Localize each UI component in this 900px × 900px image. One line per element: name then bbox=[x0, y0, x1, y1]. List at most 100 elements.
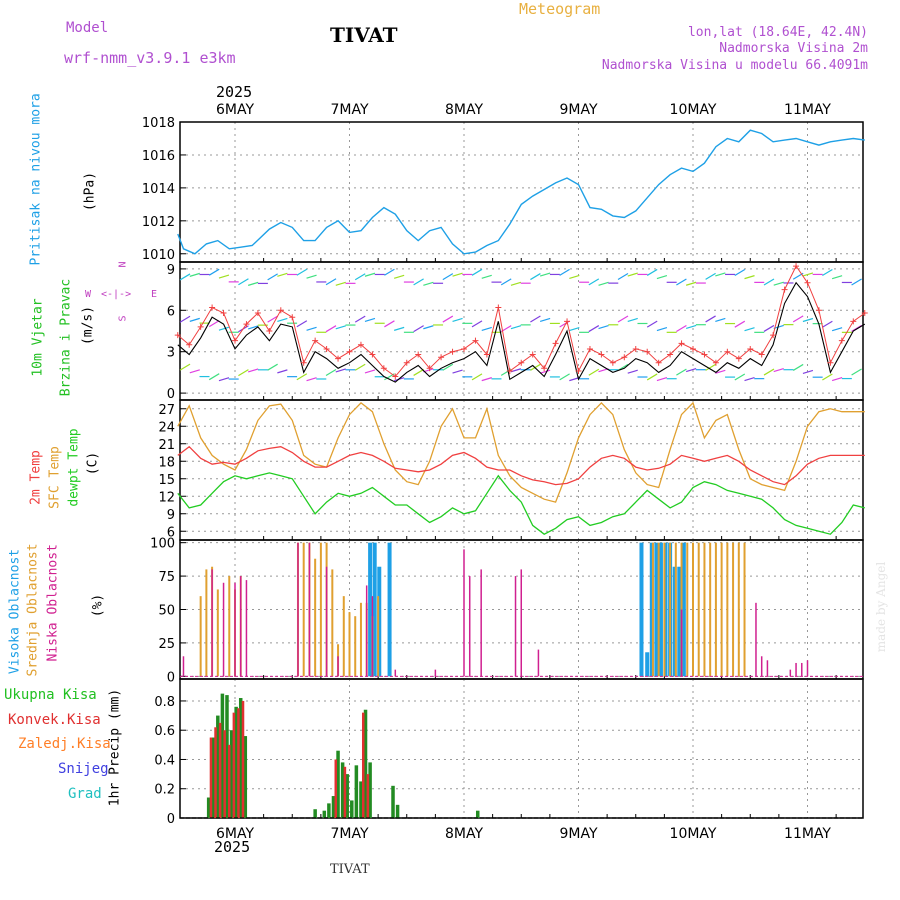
cloud-bar-low bbox=[211, 569, 213, 677]
wind-gust-marker bbox=[609, 359, 616, 366]
cloud-bar-high bbox=[658, 542, 663, 677]
wind-direction-arrow bbox=[646, 320, 658, 328]
wind-speed-line bbox=[177, 281, 866, 383]
precip-bar-ukupna-kisa bbox=[327, 803, 331, 818]
wind-direction-arrow bbox=[452, 369, 463, 374]
wind-direction-arrow bbox=[510, 281, 522, 286]
wind-gust-marker bbox=[781, 286, 788, 293]
wind-gust-marker bbox=[586, 345, 593, 352]
cloud-bar-mid bbox=[680, 542, 683, 677]
cloud-bar-mid bbox=[205, 569, 208, 677]
wind-direction-arrow bbox=[423, 325, 434, 330]
compass-w: W bbox=[85, 289, 92, 300]
wind-direction-arrow bbox=[189, 369, 200, 374]
wind-direction-arrow bbox=[452, 317, 463, 323]
top-day-label: 8MAY bbox=[445, 102, 483, 118]
legend-freezing-rain: Zaledj.Kisa bbox=[18, 736, 111, 752]
model-name: wrf-nmm_v3.9.1 e3km bbox=[64, 49, 236, 67]
cloud-bar-mid bbox=[697, 542, 700, 677]
precip-bar-ukupna-kisa bbox=[395, 804, 400, 818]
wind-direction-arrow bbox=[744, 377, 755, 382]
y-tick-label: 25 bbox=[158, 637, 175, 652]
wind-gust-marker bbox=[186, 341, 193, 348]
wind-direction-arrow bbox=[598, 368, 609, 373]
cloud-bar-low bbox=[468, 576, 471, 677]
cloud-bar-low bbox=[371, 596, 374, 677]
wind-direction-arrow bbox=[208, 268, 220, 276]
panel-frame-pressure bbox=[179, 121, 864, 263]
bottom-day-label: 10MAY bbox=[670, 826, 717, 842]
precip-bar-konvek-kisa bbox=[228, 744, 231, 818]
wind-direction-arrow bbox=[569, 274, 580, 280]
wind-gust-marker bbox=[575, 368, 582, 375]
cloud-ylabel: Visoka Oblacnost bbox=[7, 548, 23, 675]
wind-gust-line bbox=[177, 265, 866, 378]
precip-bar-ukupna-kisa bbox=[359, 781, 363, 818]
wind-direction-arrow bbox=[763, 368, 775, 376]
cloud-bar-low bbox=[755, 602, 757, 677]
wind-direction-arrow bbox=[822, 320, 833, 328]
sfc-temp-line bbox=[177, 401, 865, 503]
cloud-bar-low bbox=[245, 580, 248, 677]
wind-gust-marker bbox=[220, 310, 227, 317]
cloud-bar-low bbox=[480, 569, 482, 677]
compass-s: S bbox=[117, 315, 129, 322]
wind-direction-arrow bbox=[296, 320, 308, 328]
wind-unit: (m/s) bbox=[80, 305, 96, 346]
wind-direction-arrow bbox=[559, 373, 570, 381]
wind-direction-arrow bbox=[802, 369, 814, 374]
wind-direction-arrow bbox=[413, 368, 424, 376]
precip-bar-ukupna-kisa bbox=[350, 800, 354, 818]
wind-direction-arrow bbox=[559, 268, 570, 276]
wind-direction-arrow bbox=[364, 272, 376, 277]
wind-direction-arrow bbox=[734, 268, 746, 276]
wind-direction-arrow bbox=[179, 273, 191, 281]
temp-2m-line bbox=[177, 445, 865, 486]
wind-direction-arrow bbox=[384, 373, 395, 381]
top-day-label: 6MAY bbox=[216, 102, 254, 118]
wind-direction-arrow bbox=[238, 369, 249, 377]
panel-frame-wind bbox=[179, 261, 864, 401]
cloud-bar-mid bbox=[319, 542, 322, 677]
cloud-bar-mid bbox=[669, 542, 672, 677]
precip-bar-ukupna-kisa bbox=[336, 750, 340, 818]
wind-gust-marker bbox=[232, 337, 238, 344]
wind-direction-arrow bbox=[218, 377, 230, 382]
top-day-label: 11MAY bbox=[784, 102, 831, 118]
precip-bar-ukupna-kisa bbox=[391, 785, 395, 818]
cloud-bar-low bbox=[297, 542, 299, 677]
wind-direction-arrow bbox=[306, 377, 317, 382]
wind-direction-arrow bbox=[715, 317, 726, 323]
pressure-line bbox=[177, 129, 865, 255]
cloud-bar-mid bbox=[651, 542, 654, 677]
cloud-bar-mid bbox=[308, 542, 311, 677]
wind-direction-arrow bbox=[685, 324, 697, 330]
elevation-label: Nadmorska Visina 2m bbox=[719, 41, 868, 56]
panel-frame-temperature bbox=[179, 399, 864, 541]
cloud-bar-mid bbox=[732, 542, 735, 677]
wind-gust-marker bbox=[209, 304, 216, 311]
wind-direction-arrow bbox=[423, 281, 434, 286]
cloud-bar-low bbox=[434, 669, 437, 677]
cloud-bar-low bbox=[514, 576, 517, 677]
wind-direction-arrow bbox=[325, 278, 337, 286]
wind-direction-arrow bbox=[325, 325, 337, 333]
wind-direction-arrow bbox=[705, 315, 716, 323]
wind-direction-arrow bbox=[393, 326, 405, 331]
cloud-bar-mid bbox=[302, 542, 305, 677]
y-tick-label: 0 bbox=[167, 387, 175, 402]
wind-direction-arrow bbox=[792, 272, 804, 280]
wind-direction-arrow bbox=[617, 272, 629, 280]
wind-gust-marker bbox=[690, 345, 696, 352]
wind-direction-arrow bbox=[763, 324, 775, 332]
wind-gust-marker bbox=[827, 359, 834, 366]
wind-direction-arrow bbox=[646, 268, 658, 276]
wind-direction-arrow bbox=[656, 377, 668, 382]
precip-bar-ukupna-kisa bbox=[340, 762, 345, 818]
pressure-unit: (hPa) bbox=[82, 171, 98, 212]
cloud-bar-low bbox=[394, 669, 397, 677]
wind-direction-arrow bbox=[802, 317, 814, 323]
wind-gust-marker bbox=[254, 310, 261, 317]
y-tick-label: 6 bbox=[167, 304, 175, 319]
